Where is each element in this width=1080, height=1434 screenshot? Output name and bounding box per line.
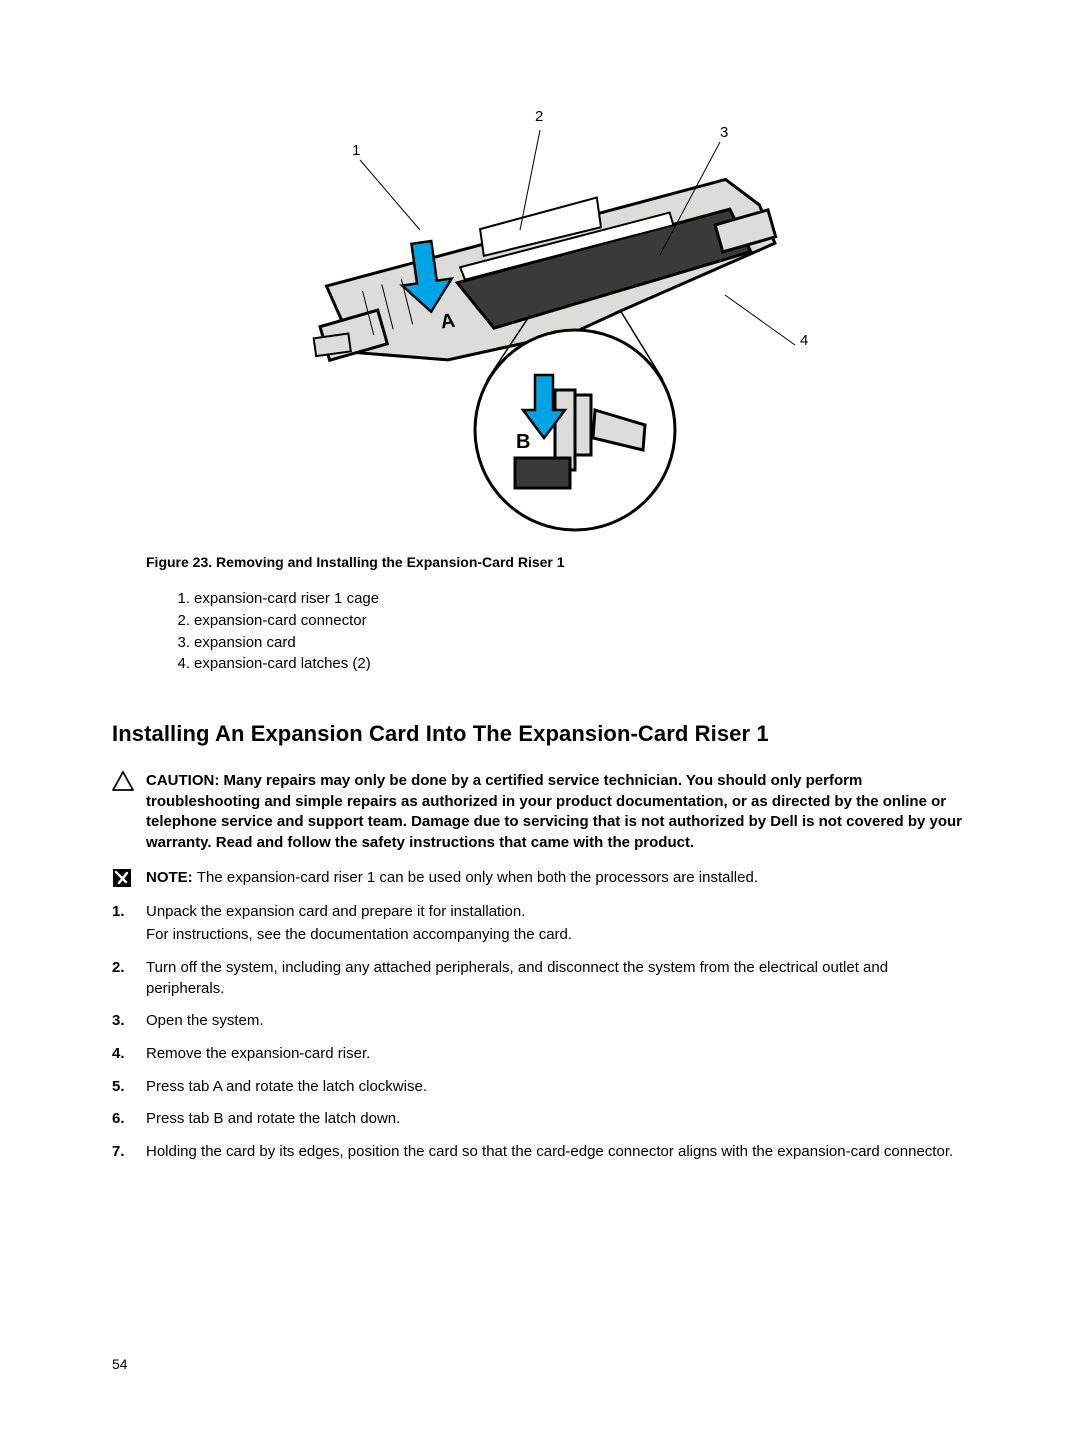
caution-text: CAUTION: Many repairs may only be done b… xyxy=(146,771,968,854)
figure-caption: Figure 23. Removing and Installing the E… xyxy=(146,554,968,570)
step-text: Unpack the expansion card and prepare it… xyxy=(146,902,968,923)
figure-diagram: A xyxy=(220,100,860,540)
step-item: Turn off the system, including any attac… xyxy=(112,958,968,1001)
figure-legend-item: 1.expansion-card riser 1 cage xyxy=(172,588,968,610)
caution-body: Many repairs may only be done by a certi… xyxy=(146,772,962,851)
page-number: 54 xyxy=(112,1356,128,1372)
step-item: Open the system. xyxy=(112,1011,968,1034)
figure-legend-item: 2.expansion-card connector xyxy=(172,610,968,632)
page: A xyxy=(0,0,1080,1434)
callout-4: 4 xyxy=(800,332,808,349)
note-lead: NOTE: xyxy=(146,869,197,886)
caution-block: CAUTION: Many repairs may only be done b… xyxy=(112,771,968,854)
figure-legend-text: expansion-card latches (2) xyxy=(194,653,371,675)
callout-1: 1 xyxy=(352,142,360,159)
step-text: For instructions, see the documentation … xyxy=(146,925,968,946)
note-block: NOTE: The expansion-card riser 1 can be … xyxy=(112,868,968,889)
note-text: NOTE: The expansion-card riser 1 can be … xyxy=(146,868,758,889)
label-b: B xyxy=(516,431,530,453)
step-item: Unpack the expansion card and prepare it… xyxy=(112,902,968,947)
step-text: Press tab A and rotate the latch clockwi… xyxy=(146,1077,968,1098)
step-text: Press tab B and rotate the latch down. xyxy=(146,1109,968,1130)
label-a: A xyxy=(439,310,456,334)
figure-legend-text: expansion-card riser 1 cage xyxy=(194,588,379,610)
figure-legend-text: expansion-card connector xyxy=(194,610,367,632)
callout-3: 3 xyxy=(720,124,728,141)
section-heading: Installing An Expansion Card Into The Ex… xyxy=(112,721,968,747)
step-item: Press tab B and rotate the latch down. xyxy=(112,1109,968,1132)
step-text: Open the system. xyxy=(146,1011,968,1032)
step-text: Holding the card by its edges, position … xyxy=(146,1142,968,1163)
callout-2: 2 xyxy=(535,108,543,125)
figure-legend: 1.expansion-card riser 1 cage 2.expansio… xyxy=(172,588,968,675)
step-item: Holding the card by its edges, position … xyxy=(112,1142,968,1165)
step-item: Remove the expansion-card riser. xyxy=(112,1044,968,1067)
figure-legend-item: 3.expansion card xyxy=(172,632,968,654)
figure-legend-text: expansion card xyxy=(194,632,296,654)
caution-lead: CAUTION: xyxy=(146,772,224,789)
diagram-svg: A xyxy=(220,100,860,540)
note-icon xyxy=(112,868,132,888)
step-list: Unpack the expansion card and prepare it… xyxy=(112,902,968,1164)
step-text: Turn off the system, including any attac… xyxy=(146,958,968,999)
caution-icon xyxy=(112,771,134,791)
step-text: Remove the expansion-card riser. xyxy=(146,1044,968,1065)
step-item: Press tab A and rotate the latch clockwi… xyxy=(112,1077,968,1100)
figure-legend-item: 4.expansion-card latches (2) xyxy=(172,653,968,675)
note-body: The expansion-card riser 1 can be used o… xyxy=(197,869,758,886)
